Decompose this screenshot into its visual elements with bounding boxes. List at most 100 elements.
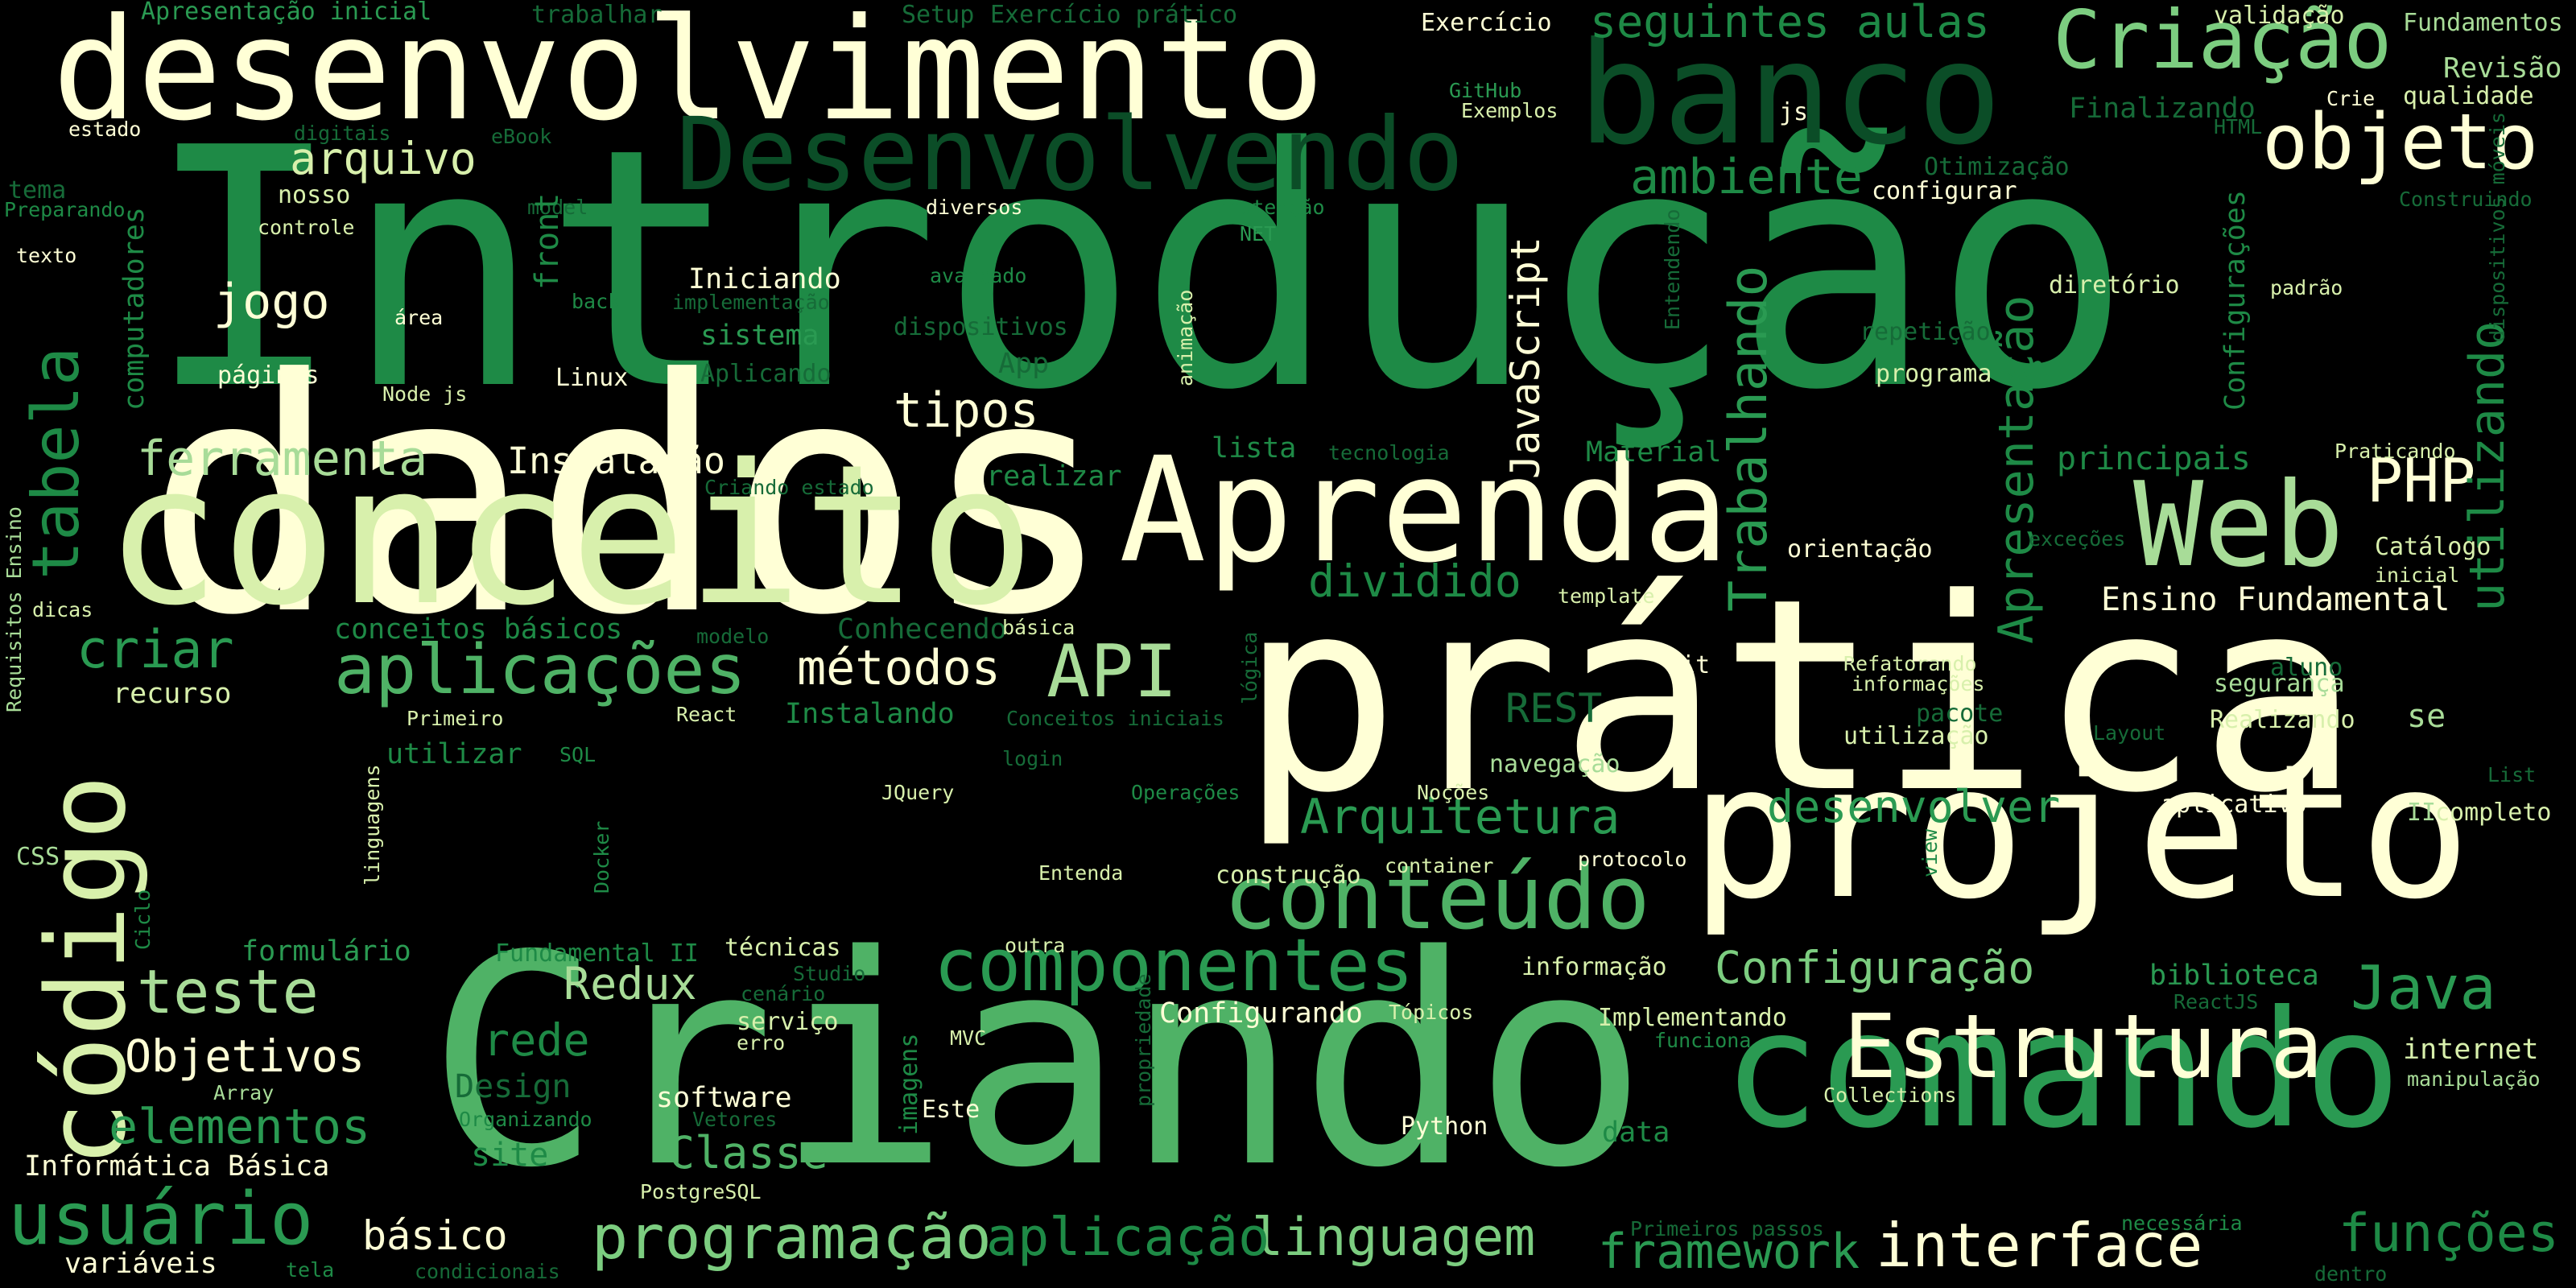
word-topicos: Tópicos bbox=[1389, 1001, 1474, 1024]
word-aluno: aluno bbox=[2270, 654, 2343, 682]
word-desenvolvimento: desenvolvimento bbox=[52, 0, 1325, 152]
word-conceitos-basicos: conceitos básicos bbox=[334, 613, 623, 646]
word-ensino-fundamental: Ensino Fundamental bbox=[2101, 581, 2450, 618]
word-app: App bbox=[998, 348, 1050, 380]
word-programacao: programação bbox=[592, 1202, 992, 1273]
word-recurso: recurso bbox=[113, 678, 232, 710]
word-configuracoes: Configurações bbox=[2219, 190, 2252, 411]
word-model: model bbox=[527, 196, 588, 219]
word-desenvolver: desenvolver bbox=[1767, 781, 2061, 832]
word-iniciando: Iniciando bbox=[688, 263, 841, 295]
word-primeiro: Primeiro bbox=[407, 707, 504, 730]
word-configurando: Configurando bbox=[1159, 997, 1363, 1030]
word-git: Git bbox=[1666, 651, 1711, 679]
word-tecnologia: tecnologia bbox=[1328, 441, 1450, 464]
word-java: Java bbox=[2351, 952, 2496, 1023]
word-principais: principais bbox=[2057, 440, 2251, 477]
word-servico: serviço bbox=[737, 1008, 839, 1036]
word-outra: outra bbox=[1005, 934, 1066, 957]
word-criando-estado: Criando estado bbox=[704, 476, 874, 499]
word-mvc: MVC bbox=[950, 1026, 987, 1050]
word-instalando: Instalando bbox=[785, 698, 955, 730]
word-refatorando: Refatorando bbox=[1843, 652, 1977, 675]
word-avancado: avançado bbox=[930, 264, 1027, 287]
word-material: Material bbox=[1586, 436, 1722, 469]
word-funcoes: funções bbox=[2339, 1203, 2559, 1264]
word-biblioteca: biblioteca bbox=[2149, 960, 2319, 992]
word-ebook: eBook bbox=[491, 125, 552, 148]
word-cenario: cenário bbox=[741, 982, 826, 1005]
word-imagens: imagens bbox=[895, 1033, 923, 1135]
word-trabalhar: trabalhar bbox=[531, 1, 663, 29]
word-conhecendo: Conhecendo bbox=[837, 613, 1007, 646]
word-internet: internet bbox=[2403, 1034, 2539, 1066]
word-funciona: funciona bbox=[1654, 1029, 1752, 1052]
word-area: área bbox=[394, 306, 444, 329]
word-aplicativo: aplicativo bbox=[2161, 791, 2307, 819]
word-tema: tema bbox=[8, 176, 67, 204]
word-utilizacao: utilização bbox=[1843, 722, 1989, 750]
word-apresentacao-inicial: Apresentação inicial bbox=[141, 0, 432, 26]
word-componentes: componentes bbox=[934, 923, 1414, 1008]
word-entendendo: Entendendo bbox=[1661, 208, 1684, 330]
word-requisitos-ensino: Requisitos Ensino bbox=[2, 506, 26, 712]
word-exemplos: Exemplos bbox=[1461, 99, 1558, 122]
word-objetivos: Objetivos bbox=[125, 1030, 365, 1082]
word-objeto: objeto bbox=[2262, 98, 2539, 187]
word-javascript: JavaScript bbox=[1502, 236, 1549, 479]
word-operacoes: Operações bbox=[1131, 781, 1241, 804]
word-studio: Studio bbox=[793, 962, 866, 985]
word-basico: básico bbox=[362, 1212, 508, 1259]
word-reactjs: ReactJS bbox=[2174, 990, 2259, 1013]
word-classe: Classe bbox=[668, 1127, 828, 1179]
word-desenvolvendo: Desenvolvendo bbox=[676, 97, 1464, 213]
word-api: API bbox=[1046, 630, 1178, 714]
word-validacao: validação bbox=[2214, 2, 2345, 30]
word-setup: Setup bbox=[902, 1, 975, 29]
word-catalogo: Catálogo bbox=[2375, 533, 2491, 561]
word-informatica-basica: Informática Básica bbox=[24, 1150, 330, 1183]
word-implementacao: implementação bbox=[672, 291, 830, 314]
word-nosso: nosso bbox=[278, 181, 351, 209]
word-metodos: métodos bbox=[797, 640, 1001, 696]
word-view: view bbox=[1918, 828, 1942, 877]
word-teste: teste bbox=[137, 956, 319, 1027]
word-list: List bbox=[2487, 763, 2537, 786]
word-ciclo: Ciclo bbox=[131, 889, 155, 950]
word-interface: interface bbox=[1876, 1210, 2203, 1281]
word-fundamentos: Fundamentos bbox=[2403, 9, 2563, 37]
word-aplicacoes: aplicações bbox=[334, 630, 746, 710]
word-pacote: pacote bbox=[1916, 700, 2004, 728]
word-docker: Docker bbox=[590, 820, 613, 894]
word-formulario: formulário bbox=[242, 935, 411, 968]
word-orientacao: orientação bbox=[1787, 535, 1933, 564]
word-implementando: Implementando bbox=[1598, 1004, 1787, 1032]
word-lista: lista bbox=[1212, 432, 1297, 464]
word-dicas: dicas bbox=[32, 598, 93, 621]
word-seguranca: segurança bbox=[2214, 670, 2345, 698]
word-crie: Crie bbox=[2326, 87, 2376, 110]
word-rest: REST bbox=[1505, 685, 1603, 732]
word-array: Array bbox=[213, 1081, 275, 1104]
word-preparando: Preparando bbox=[4, 198, 126, 221]
word-conceitos-iniciais: Conceitos iniciais bbox=[1006, 707, 1224, 730]
word-configuracao: Configuração bbox=[1715, 942, 2035, 993]
word-trabalhando: Trabalhando bbox=[1719, 265, 1779, 612]
word-linux: Linux bbox=[555, 364, 629, 392]
word-js: js bbox=[1779, 98, 1809, 126]
word-redux: Redux bbox=[564, 958, 697, 1009]
word-navegacao: navegação bbox=[1489, 750, 1620, 778]
word-instalacao: Instalação bbox=[507, 440, 725, 482]
word-praticando: Praticando bbox=[2334, 440, 2456, 463]
word-site: site bbox=[471, 1137, 549, 1174]
word-dentro: dentro bbox=[2314, 1262, 2388, 1286]
word-sql: SQL bbox=[559, 743, 597, 766]
word-inicial: inicial bbox=[2375, 564, 2460, 587]
word-arquivo: arquivo bbox=[290, 133, 477, 184]
word-html: HTML bbox=[2214, 115, 2263, 138]
word-utilizando: utilizando bbox=[2459, 320, 2516, 612]
word-erro: erro bbox=[737, 1031, 786, 1055]
word-realizar: realizar bbox=[986, 460, 1122, 493]
word-layout: Layout bbox=[2093, 721, 2166, 745]
